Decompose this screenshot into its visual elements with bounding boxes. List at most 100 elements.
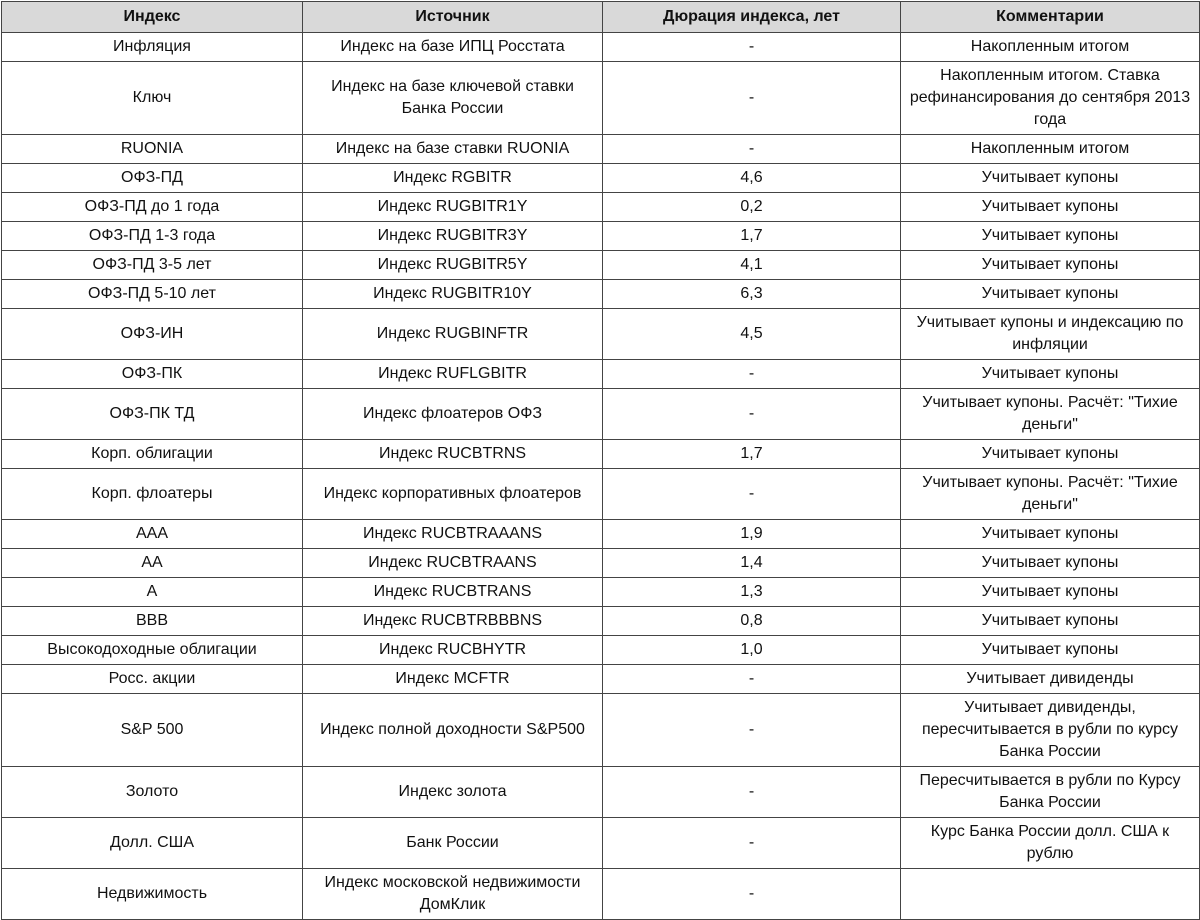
table-cell: Индекс на базе ключевой ставки Банка Рос… [302, 61, 603, 135]
table-row: ОФЗ-ИН Индекс RUGBINFTR 4,5 Учитывает купон… [1, 308, 1200, 360]
table-cell: Индекс RUGBITR5Y [302, 250, 603, 280]
table-cell: Индекс корпоративных флоатеров [302, 468, 603, 520]
table-cell: Учитывает купоны [900, 548, 1200, 578]
table-cell: - [602, 693, 901, 767]
table-cell: Учитывает дивиденды, пересчитывается в р… [900, 693, 1200, 767]
table-cell: - [602, 359, 901, 389]
table-cell: Индекс полной доходности S&P500 [302, 693, 603, 767]
table-cell: Учитывает купоны и индексацию по инфляци… [900, 308, 1200, 360]
table-cell: Учитывает купоны [900, 635, 1200, 665]
table-cell: A [1, 577, 303, 607]
table-row: ОФЗ-ПД 3-5 лет Индекс RUGBITR5Y 4,1 Учитыва… [1, 250, 1200, 280]
table-row: Росс. акции Индекс MCFTR - Учитывает дивиде… [1, 664, 1200, 694]
table-cell: Учитывает купоны [900, 577, 1200, 607]
table-cell: Ключ [1, 61, 303, 135]
table-cell: 1,9 [602, 519, 901, 549]
table-cell: - [602, 468, 901, 520]
table-cell: ОФЗ-ПД 1-3 года [1, 221, 303, 251]
table-cell: 1,4 [602, 548, 901, 578]
table-cell: Индекс RUCBTRNS [302, 439, 603, 469]
table-cell: S&P 500 [1, 693, 303, 767]
table-cell: Недвижимость [1, 868, 303, 920]
table-cell: Учитывает купоны. Расчёт: "Тихие деньги" [900, 468, 1200, 520]
table-cell: Индекс RUGBITR1Y [302, 192, 603, 222]
table-cell: ОФЗ-ПД до 1 года [1, 192, 303, 222]
table-cell: - [602, 61, 901, 135]
table-cell: Золото [1, 766, 303, 818]
table-cell: 0,2 [602, 192, 901, 222]
table-cell: Индекс на базе ставки RUONIA [302, 134, 603, 164]
table-cell: Индекс золота [302, 766, 603, 818]
table-cell: 0,8 [602, 606, 901, 636]
table-cell: - [602, 134, 901, 164]
table-cell: Индекс RUGBITR10Y [302, 279, 603, 309]
table-row: ОФЗ-ПД до 1 года Индекс RUGBITR1Y 0,2 Учиты… [1, 192, 1200, 222]
table-cell: - [602, 817, 901, 869]
table-cell: 1,3 [602, 577, 901, 607]
table-cell: - [602, 388, 901, 440]
table-row: ОФЗ-ПК ТД Индекс флоатеров ОФЗ - Учитывает … [1, 388, 1200, 440]
table-cell: Учитывает купоны [900, 439, 1200, 469]
table-cell: - [602, 766, 901, 818]
table-cell: Долл. США [1, 817, 303, 869]
table-cell: Индекс RUCBTRBBBNS [302, 606, 603, 636]
table-cell: Индекс RUGBITR3Y [302, 221, 603, 251]
table-cell: Курс Банка России долл. США к рублю [900, 817, 1200, 869]
table-cell: Индекс московской недвижимости ДомКлик [302, 868, 603, 920]
table-cell: Учитывает купоны [900, 279, 1200, 309]
table-cell: RUONIA [1, 134, 303, 164]
table-body: Инфляция Индекс на базе ИПЦ Росстата - Нако… [1, 32, 1200, 920]
table-cell: - [602, 664, 901, 694]
header-cell: Источник [302, 1, 603, 33]
table-cell: Индекс на базе ИПЦ Росстата [302, 32, 603, 62]
table-cell: Корп. облигации [1, 439, 303, 469]
table-cell: Учитывает купоны. Расчёт: "Тихие деньги" [900, 388, 1200, 440]
table-cell: ОФЗ-ИН [1, 308, 303, 360]
table-cell: AA [1, 548, 303, 578]
header-cell: Дюрация индекса, лет [602, 1, 901, 33]
table-cell: Учитывает купоны [900, 192, 1200, 222]
table-cell: Индекс RUCBTRANS [302, 577, 603, 607]
table-cell: Накопленным итогом [900, 32, 1200, 62]
header-cell: Индекс [1, 1, 303, 33]
table-row: Корп. флоатеры Индекс корпоративных флоат… [1, 468, 1200, 520]
table-row: ОФЗ-ПД 5-10 лет Индекс RUGBITR10Y 6,3 Учиты… [1, 279, 1200, 309]
table-cell: ОФЗ-ПК ТД [1, 388, 303, 440]
table-cell: Индекс RUGBINFTR [302, 308, 603, 360]
table-cell: 1,7 [602, 221, 901, 251]
table-cell: ОФЗ-ПД 3-5 лет [1, 250, 303, 280]
table-cell: ОФЗ-ПД [1, 163, 303, 193]
table-row: S&P 500 Индекс полной доходности S&P500- У… [1, 693, 1200, 767]
table-cell: ОФЗ-ПД 5-10 лет [1, 279, 303, 309]
table-cell: ОФЗ-ПК [1, 359, 303, 389]
table-cell: Индекс RUCBHYTR [302, 635, 603, 665]
table-cell: Банк России [302, 817, 603, 869]
table-row: AA Индекс RUCBTRAANS 1,4 Учитывает купоны [1, 548, 1200, 578]
table-cell: 1,7 [602, 439, 901, 469]
table-row: ОФЗ-ПК Индекс RUFLGBITR - Учитывает купоны [1, 359, 1200, 389]
table-row: Корп. облигации Индекс RUCBTRNS 1,7 Учитыва… [1, 439, 1200, 469]
table-cell: Учитывает купоны [900, 250, 1200, 280]
table-cell: 4,6 [602, 163, 901, 193]
table-row: AAA Индекс RUCBTRAAANS 1,9 Учитывает купоны [1, 519, 1200, 549]
table-cell: Индекс RUCBTRAANS [302, 548, 603, 578]
table-cell: Накопленным итогом. Ставка рефинансирова… [900, 61, 1200, 135]
table-row: Недвижимость Индекс московской недвижимос… [1, 868, 1200, 920]
table-cell: Пересчитывается в рубли по Курсу Банка Р… [900, 766, 1200, 818]
table-row: Высокодоходные облигации Индекс RUCBHYTR 1… [1, 635, 1200, 665]
table-cell: Индекс RGBITR [302, 163, 603, 193]
table-cell: 1,0 [602, 635, 901, 665]
table-cell: BBB [1, 606, 303, 636]
header-cell: Комментарии [900, 1, 1200, 33]
table-cell: Накопленным итогом [900, 134, 1200, 164]
header-row: Индекс Источник Дюрация индекса, лет Коммен… [1, 1, 1200, 33]
table-cell: - [602, 32, 901, 62]
table-row: Долл. США Банк России - Курс Банка России д… [1, 817, 1200, 869]
table-cell: Учитывает купоны [900, 519, 1200, 549]
table-cell: Инфляция [1, 32, 303, 62]
table-cell: Индекс MCFTR [302, 664, 603, 694]
table-cell: Высокодоходные облигации [1, 635, 303, 665]
table-header: Индекс Источник Дюрация индекса, лет Коммен… [1, 1, 1200, 33]
